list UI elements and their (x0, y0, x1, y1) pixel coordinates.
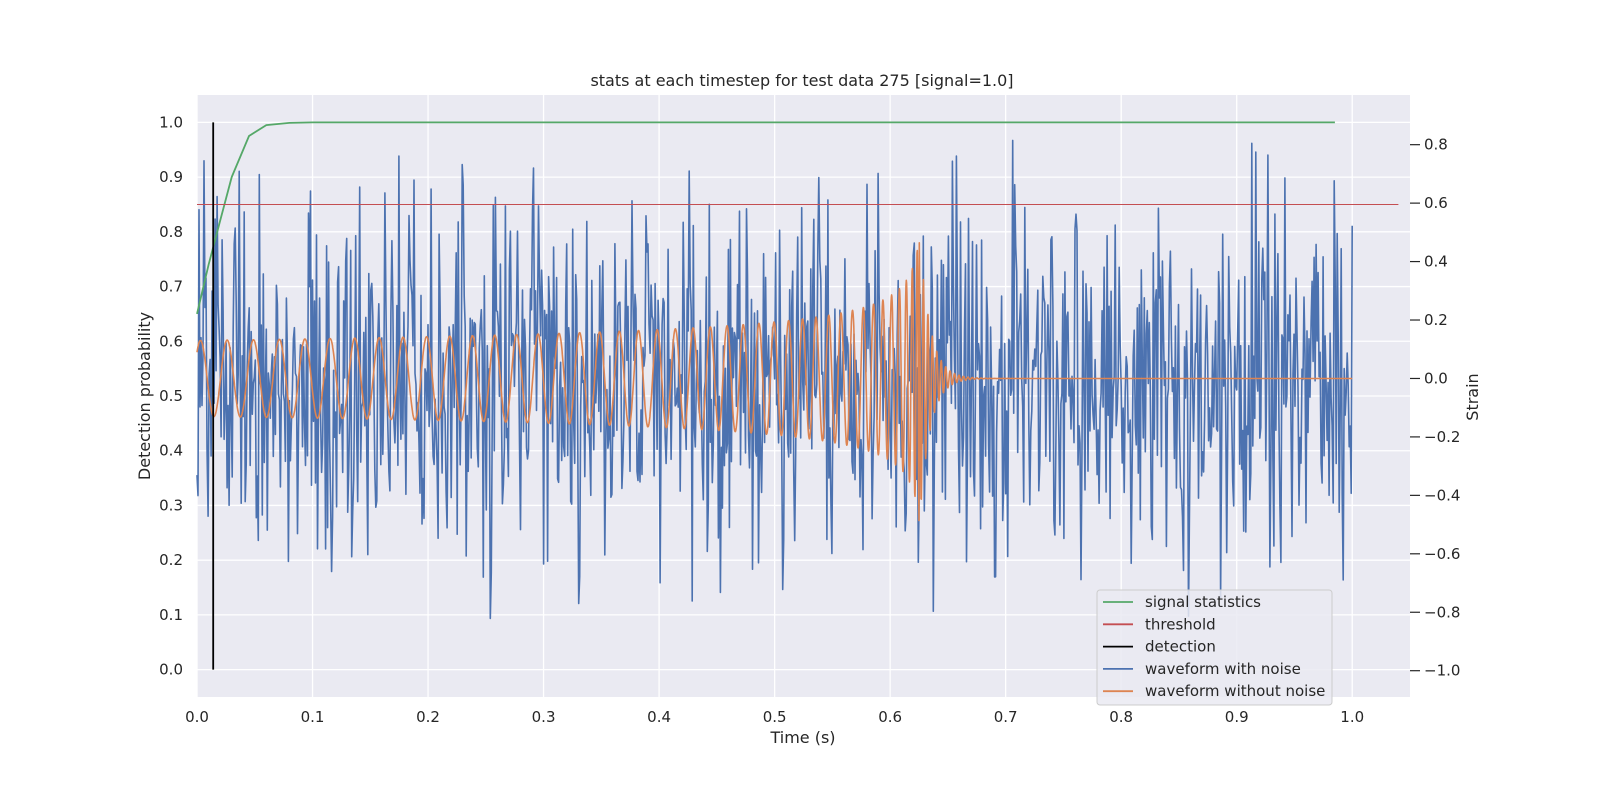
x-tick-label: 1.0 (1340, 708, 1364, 726)
y-right-tick-label: 0.4 (1424, 253, 1448, 271)
legend-label: waveform with noise (1145, 660, 1301, 678)
x-tick-label: 0.7 (994, 708, 1018, 726)
y-left-tick-label: 1.0 (159, 113, 183, 131)
x-tick-label: 0.3 (532, 708, 556, 726)
y-left-tick-label: 0.6 (159, 332, 183, 350)
series-waveform-without-noise (196, 242, 1353, 522)
legend-label: signal statistics (1145, 593, 1261, 611)
y-axis-right-ticks: −1.0 −0.8 −0.6 −0.4 −0.2 0.0 0.2 0.4 0.6 0.8 (1410, 136, 1460, 680)
y-right-tick-label: −1.0 (1424, 662, 1460, 680)
legend-box (1096, 589, 1333, 706)
y-right-tick-label: 0.2 (1424, 311, 1448, 329)
y-axis-left-title: Detection probability (135, 312, 154, 480)
y-left-tick-label: 0.7 (159, 278, 183, 296)
line-waveform-without-noise (196, 242, 1353, 522)
y-right-tick-label: 0.0 (1424, 369, 1448, 387)
y-right-tick-label: −0.6 (1424, 545, 1460, 563)
legend-label: detection (1145, 638, 1216, 656)
y-axis-right-title: Strain (1463, 373, 1482, 420)
x-tick-label: 0.4 (647, 708, 671, 726)
y-right-tick-label: 0.6 (1424, 194, 1448, 212)
y-right-tick-label: −0.4 (1424, 486, 1460, 504)
x-tick-label: 0.8 (1109, 708, 1133, 726)
x-tick-label: 0.5 (763, 708, 787, 726)
legend: signal statistics threshold detection wavef… (1096, 589, 1333, 706)
line-waveform-with-noise (196, 139, 1353, 620)
y-right-tick-label: −0.2 (1424, 428, 1460, 446)
y-left-tick-label: 0.2 (159, 551, 183, 569)
y-right-tick-label: 0.8 (1424, 136, 1448, 154)
y-left-tick-label: 0.8 (159, 223, 183, 241)
series-waveform-with-noise (196, 139, 1353, 620)
x-tick-label: 0.0 (185, 708, 209, 726)
y-left-tick-label: 0.1 (159, 606, 183, 624)
x-axis-title: Time (s) (769, 728, 835, 747)
y-left-tick-label: 0.9 (159, 168, 183, 186)
series-signal-statistics (196, 121, 1335, 315)
line-signal-statistics (196, 121, 1335, 315)
legend-label: waveform without noise (1145, 682, 1325, 700)
x-tick-label: 0.9 (1225, 708, 1249, 726)
y-right-tick-label: −0.8 (1424, 603, 1460, 621)
y-left-tick-label: 0.4 (159, 442, 183, 460)
y-left-tick-label: 0.5 (159, 387, 183, 405)
x-tick-label: 0.6 (878, 708, 902, 726)
x-tick-label: 0.1 (301, 708, 325, 726)
x-axis-ticks: 0.0 0.1 0.2 0.3 0.4 0.5 0.6 0.7 0.8 0.9 1.0 (185, 708, 1364, 726)
y-left-tick-label: 0.0 (159, 661, 183, 679)
y-left-tick-label: 0.3 (159, 496, 183, 514)
x-tick-label: 0.2 (416, 708, 440, 726)
y-axis-left-ticks: 0.0 0.1 0.2 0.3 0.4 0.5 0.6 0.7 0.8 0.9 1.0 (159, 113, 183, 678)
legend-label: threshold (1145, 615, 1216, 633)
chart-title: stats at each timestep for test data 275… (590, 71, 1013, 90)
